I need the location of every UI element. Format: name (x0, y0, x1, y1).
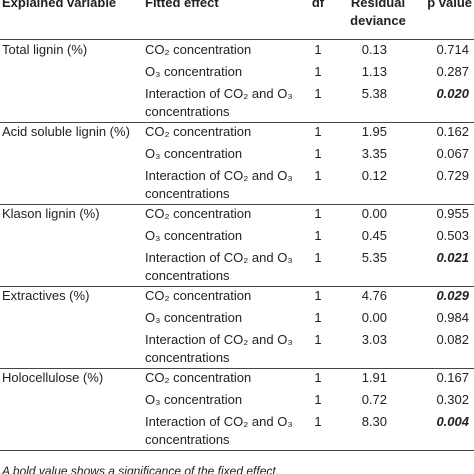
p-value: 0.984 (436, 310, 469, 325)
df-value: 1 (314, 228, 322, 243)
table-rule (0, 450, 474, 451)
p-value: 0.004 (436, 414, 469, 429)
df-value: 1 (314, 146, 322, 161)
df-value: 1 (314, 124, 322, 139)
residual-deviance: 1.91 (361, 370, 387, 385)
p-value: 0.167 (436, 370, 469, 385)
table-rule (0, 122, 474, 123)
fitted-effect: CO₂ concentration (145, 288, 252, 303)
table-rule (0, 286, 474, 287)
residual-deviance: 0.13 (361, 42, 387, 57)
p-value: 0.302 (436, 392, 469, 407)
column-header: df (311, 0, 325, 10)
p-value: 0.955 (436, 206, 469, 221)
fitted-effect: CO₂ concentration (145, 370, 252, 385)
df-value: 1 (314, 392, 322, 407)
residual-deviance: 3.03 (361, 332, 387, 347)
residual-deviance: 5.38 (361, 86, 387, 101)
fitted-effect: Interaction of CO₂ and O₃ concentrations (145, 168, 293, 201)
df-value: 1 (314, 414, 322, 429)
explained-variable: Acid soluble lignin (%) (2, 124, 130, 139)
residual-deviance: 3.35 (361, 146, 387, 161)
fitted-effect: O₃ concentration (145, 310, 243, 325)
explained-variable: Holocellulose (%) (2, 370, 104, 385)
fitted-effect: CO₂ concentration (145, 42, 252, 57)
fitted-effect: CO₂ concentration (145, 124, 252, 139)
fitted-effect: Interaction of CO₂ and O₃ concentrations (145, 332, 293, 365)
explained-variable: Total lignin (%) (2, 42, 88, 57)
df-value: 1 (314, 64, 322, 79)
p-value: 0.029 (436, 288, 469, 303)
p-value: 0.162 (436, 124, 469, 139)
fitted-effect: O₃ concentration (145, 392, 243, 407)
df-value: 1 (314, 250, 322, 265)
df-value: 1 (314, 86, 322, 101)
fitted-effect: Interaction of CO₂ and O₃ concentrations (145, 250, 293, 283)
column-header: Fitted effect (145, 0, 219, 10)
p-value: 0.021 (436, 250, 469, 265)
residual-deviance: 5.35 (361, 250, 387, 265)
p-value: 0.287 (436, 64, 469, 79)
column-header: p value (427, 0, 472, 10)
fitted-effect: O₃ concentration (145, 228, 243, 243)
column-header: Residual deviance (350, 0, 406, 28)
residual-deviance: 0.72 (361, 392, 387, 407)
p-value: 0.729 (436, 168, 469, 183)
df-value: 1 (314, 206, 322, 221)
residual-deviance: 0.12 (361, 168, 387, 183)
p-value: 0.067 (436, 146, 469, 161)
residual-deviance: 0.00 (361, 206, 387, 221)
fitted-effect: O₃ concentration (145, 64, 243, 79)
df-value: 1 (314, 370, 322, 385)
residual-deviance: 4.76 (361, 288, 387, 303)
df-value: 1 (314, 310, 322, 325)
explained-variable: Extractives (%) (2, 288, 90, 303)
df-value: 1 (314, 288, 322, 303)
fitted-effect: O₃ concentration (145, 146, 243, 161)
p-value: 0.082 (436, 332, 469, 347)
p-value: 0.503 (436, 228, 469, 243)
table-rule (0, 39, 474, 40)
fitted-effect: Interaction of CO₂ and O₃ concentrations (145, 86, 293, 119)
residual-deviance: 0.45 (361, 228, 387, 243)
residual-deviance: 0.00 (361, 310, 387, 325)
fitted-effect: CO₂ concentration (145, 206, 252, 221)
explained-variable: Klason lignin (%) (2, 206, 100, 221)
footnote: A bold value shows a significance of the… (2, 464, 280, 474)
df-value: 1 (314, 42, 322, 57)
residual-deviance: 8.30 (361, 414, 387, 429)
df-value: 1 (314, 168, 322, 183)
df-value: 1 (314, 332, 322, 347)
column-header: Explained variable (2, 0, 117, 10)
table-rule (0, 368, 474, 369)
fitted-effect: Interaction of CO₂ and O₃ concentrations (145, 414, 293, 447)
p-value: 0.020 (436, 86, 469, 101)
residual-deviance: 1.95 (361, 124, 387, 139)
residual-deviance: 1.13 (361, 64, 387, 79)
p-value: 0.714 (436, 42, 469, 57)
table-rule (0, 204, 474, 205)
